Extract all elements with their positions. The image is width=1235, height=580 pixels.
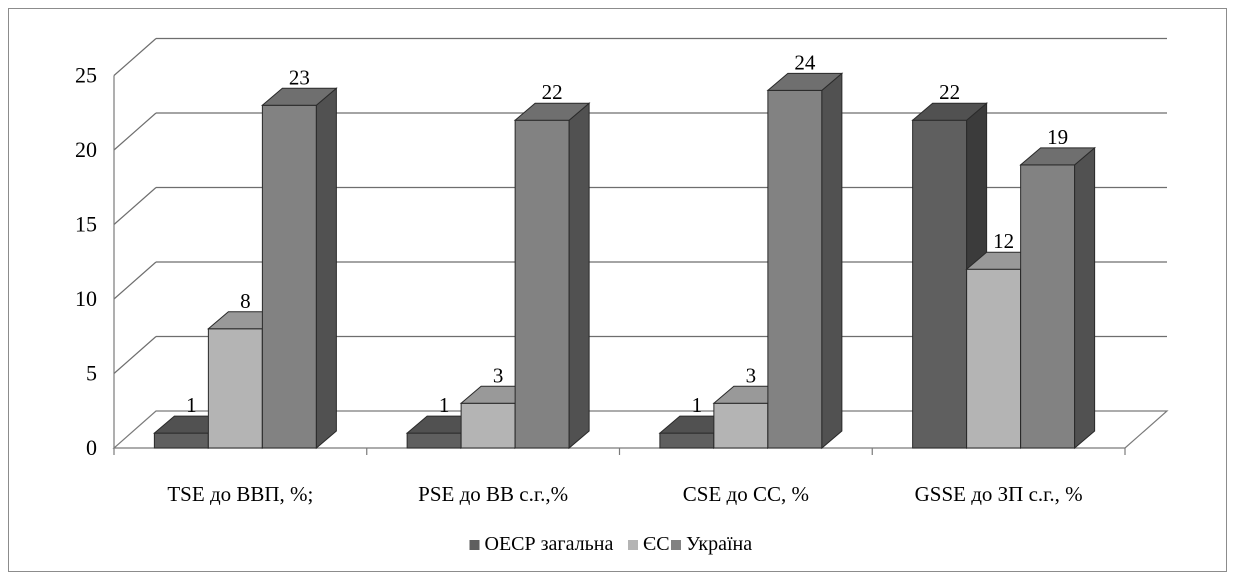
bar-front [514,119,570,449]
legend-label: ЄС [643,533,670,555]
gridline-side [113,38,157,76]
legend-label: Україна [686,533,752,555]
legend: ОЕСР загальна ЄС Україна [469,533,752,555]
legend-item: ЄС [628,533,670,555]
data-label: 1 [692,393,703,417]
data-label: 23 [289,65,310,89]
bar-front [659,432,715,449]
y-tick-label: 0 [86,435,97,460]
bar-front [966,268,1022,449]
y-tick-label: 25 [75,63,97,88]
x-tick-label: GSSE до ЗП с.г., % [915,482,1083,506]
data-label: 1 [439,393,450,417]
y-tick-label: 15 [75,212,97,237]
bars [153,72,1096,450]
x-tick-label: TSE до ВВП, %; [167,482,313,506]
bar-front [261,104,317,449]
data-label: 24 [794,50,816,74]
legend-swatch [628,540,638,550]
y-tick-label: 20 [75,137,97,162]
bar [1019,146,1096,450]
chart-svg: 0 5 10 15 20 25 TSE до ВВП, %; PSE до ВВ с.г.,%… [75,37,1169,555]
gridline-side [113,112,157,151]
bar-front [460,402,516,449]
bar-top [1019,147,1096,166]
bar-front [406,432,462,449]
legend-label: ОЕСР загальна [485,533,614,555]
legend-item: Україна [671,533,752,555]
bar-top [513,102,591,121]
gridline-side [113,336,157,374]
bar [261,87,338,450]
bar-front [207,328,263,449]
data-label: 1 [186,393,197,417]
legend-item: ОЕСР загальна [469,533,614,555]
bar-side [821,72,843,450]
bar-front [153,432,209,449]
bar-side [315,87,337,450]
gridline-side [113,187,157,225]
bar-front [912,119,968,449]
bar-top [911,102,988,121]
gridline-side [113,261,157,300]
data-label: 22 [939,80,960,104]
bar-side [568,102,590,450]
bar-front [713,402,769,449]
bar-side [1074,146,1096,450]
bar-top [261,87,338,106]
y-tick-label: 5 [86,361,97,386]
y-tick-label: 10 [75,286,97,311]
chart-frame: 0 5 10 15 20 25 TSE до ВВП, %; PSE до ВВ с.г.,%… [8,8,1227,572]
data-label: 12 [993,229,1014,253]
data-label: 8 [240,289,251,313]
legend-swatch [671,540,681,550]
x-tick-label: PSE до ВВ с.г.,% [418,482,568,506]
data-label: 3 [746,363,757,387]
data-label: 19 [1047,125,1068,149]
x-tick-label: CSE до СС, % [683,482,809,506]
data-label: 22 [542,80,563,104]
bar [766,72,844,450]
bar-top [766,72,844,91]
bar-front [1020,164,1076,449]
bar-front [767,89,823,449]
bar [513,102,591,450]
legend-swatch [469,540,480,550]
data-label: 3 [493,363,504,387]
